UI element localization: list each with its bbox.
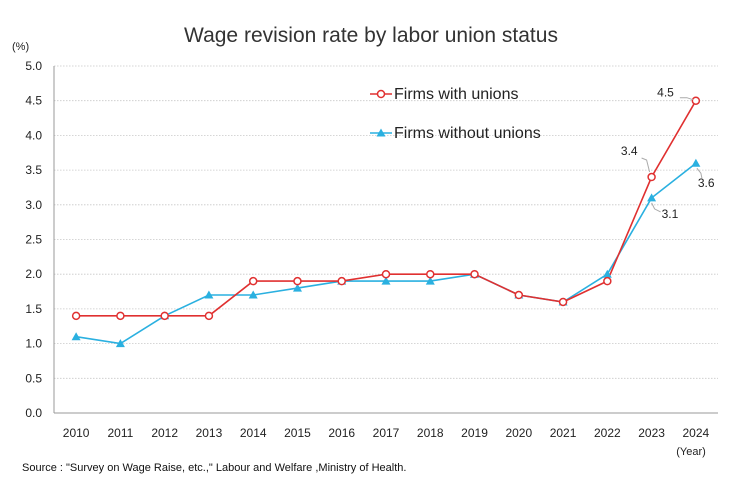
data-label: 4.5 [657, 86, 674, 100]
point-firms-with-unions [160, 311, 169, 321]
x-tick-label: 2019 [461, 426, 488, 440]
legend-marker-firms-with-unions [376, 89, 386, 99]
x-tick-label: 2022 [594, 426, 621, 440]
y-tick-label: 0.5 [25, 371, 42, 385]
x-tick-label: 2024 [683, 426, 710, 440]
legend-label-firms-without-unions: Firms without unions [394, 125, 541, 142]
point-firms-with-unions [470, 269, 479, 279]
x-tick-label: 2013 [196, 426, 223, 440]
point-firms-with-unions [116, 311, 125, 321]
point-firms-with-unions [71, 311, 81, 321]
callout-leader [651, 202, 661, 213]
y-tick-label: 4.0 [25, 128, 42, 142]
y-tick-label: 4.5 [25, 94, 42, 108]
point-firms-without-unions [248, 290, 258, 299]
y-tick-label: 1.5 [25, 302, 42, 316]
y-tick-label: 0.0 [25, 406, 42, 420]
point-firms-without-unions [71, 332, 81, 341]
callout-leader [641, 157, 651, 173]
data-label: 3.6 [698, 176, 715, 190]
point-firms-without-unions [691, 158, 701, 167]
point-firms-with-unions [293, 276, 302, 286]
data-label-callouts: 4.5 3.4 3.6 3.1 [621, 86, 715, 221]
x-tick-label: 2014 [240, 426, 267, 440]
point-firms-without-unions [293, 283, 302, 292]
point-firms-with-unions [647, 172, 656, 182]
y-tick-label: 3.0 [25, 198, 42, 212]
callout-leader [679, 97, 694, 101]
series-lines [75, 100, 697, 345]
chart-title: Wage revision rate by labor union status [184, 24, 558, 47]
axes [53, 66, 718, 414]
point-firms-with-unions [204, 311, 214, 321]
point-firms-with-unions [337, 276, 346, 286]
x-tick-label: 2021 [550, 426, 577, 440]
y-tick-label: 3.5 [25, 163, 42, 177]
y-tick-label: 2.5 [25, 233, 42, 247]
point-firms-with-unions [558, 297, 568, 307]
legend: Firms with unions Firms without unions [370, 86, 541, 142]
x-tick-label: 2023 [638, 426, 665, 440]
data-label: 3.4 [621, 144, 638, 158]
point-firms-with-unions [514, 290, 524, 300]
point-firms-without-unions [425, 276, 435, 285]
point-firms-without-unions [115, 339, 125, 348]
x-tick-label: 2016 [328, 426, 355, 440]
legend-label-firms-with-unions: Firms with unions [394, 86, 518, 103]
y-tick-label: 2.0 [25, 267, 42, 281]
y-axis-unit-label: (%) [12, 41, 29, 53]
point-firms-without-unions [381, 276, 391, 285]
point-firms-with-unions [691, 96, 701, 105]
point-firms-with-unions [603, 276, 612, 286]
y-axis-ticks: 0.0 0.5 1.0 1.5 2.0 2.5 3.0 3.5 4.0 4.5 5.0 [25, 59, 42, 420]
y-tick-label: 1.0 [25, 337, 42, 351]
x-tick-label: 2010 [63, 426, 90, 440]
point-firms-with-unions [248, 276, 258, 286]
y-tick-label: 5.0 [25, 59, 42, 73]
x-tick-label: 2020 [505, 426, 532, 440]
point-firms-with-unions [426, 269, 435, 279]
source-note: Source : "Survey on Wage Raise, etc.," L… [22, 462, 406, 474]
x-tick-label: 2015 [284, 426, 311, 440]
x-axis-ticks: 2010 2011 2012 2013 2014 2015 2016 2017 2018 2019… [63, 426, 710, 440]
grid-lines [54, 65, 718, 379]
point-firms-with-unions [381, 269, 391, 279]
callout-leader [696, 167, 703, 179]
x-tick-label: 2011 [107, 426, 133, 440]
x-tick-label: 2018 [417, 426, 444, 440]
x-axis-unit-label: (Year) [676, 446, 706, 458]
x-tick-label: 2017 [373, 426, 400, 440]
x-tick-label: 2012 [151, 426, 178, 440]
legend-marker-firms-without-unions [376, 128, 386, 137]
point-firms-without-unions [602, 269, 612, 278]
data-label: 3.1 [662, 207, 679, 221]
point-firms-without-unions [647, 193, 657, 202]
series-markers [71, 96, 701, 348]
point-firms-without-unions [204, 290, 214, 299]
